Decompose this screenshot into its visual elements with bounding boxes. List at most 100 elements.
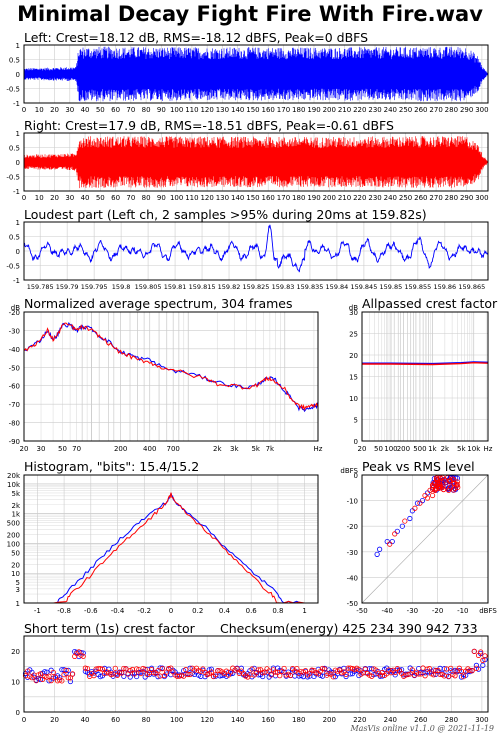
scatter-point [467, 667, 473, 673]
scatter-point [249, 666, 255, 672]
y-tick-label: 0 [16, 709, 20, 717]
y-tick-label: -0.5 [6, 174, 20, 182]
x-tick-label: 5k [457, 445, 466, 453]
x-tick-label: 110 [185, 194, 198, 202]
x-tick-label: 500 [413, 445, 426, 453]
y-tick-label: -70 [9, 401, 20, 409]
scatter-point [424, 490, 431, 496]
scatter-point [343, 673, 349, 680]
x-tick-label: 110 [185, 106, 198, 114]
scatter-point [399, 523, 405, 529]
scatter-point [369, 673, 375, 679]
scatter-point [302, 667, 309, 674]
x-tick-label: 20 [50, 716, 59, 724]
scatter-point [84, 666, 91, 672]
scatter-point [61, 672, 67, 678]
x-tick-label: 80 [142, 716, 151, 724]
scatter-point [451, 487, 457, 493]
x-tick-label: 190 [307, 194, 320, 202]
x-tick-label: 159.795 [81, 283, 108, 291]
y-tick-label: 0 [354, 472, 358, 480]
x-tick-label: 290 [460, 194, 473, 202]
x-tick-label: 7k [266, 445, 275, 453]
x-tick-label: -0.4 [111, 607, 125, 615]
y-tick-label: 25 [349, 331, 358, 339]
x-tick-label: 250 [399, 194, 412, 202]
scatter-point [446, 673, 452, 680]
allpass-title: Allpassed crest factor [362, 296, 498, 311]
x-tick-label: 90 [157, 194, 166, 202]
scatter-point [82, 665, 88, 671]
x-tick-label: 260 [414, 194, 427, 202]
histogram-frame [23, 474, 319, 604]
y-axis-label: dBFS [340, 467, 358, 475]
scatter-point [67, 678, 74, 685]
scatter-point [138, 670, 144, 677]
scatter-point [151, 670, 157, 676]
scatter-point [418, 671, 424, 677]
y-tick-label: 100 [7, 540, 20, 548]
x-tick-label: 159.79 [56, 283, 79, 291]
x-tick-label: 180 [292, 716, 305, 724]
x-tick-label: 160 [262, 194, 275, 202]
peak-rms-title: Peak vs RMS level [362, 459, 475, 474]
scatter-point [116, 670, 123, 676]
y-tick-label: 0.5 [9, 234, 20, 242]
scatter-point [433, 667, 439, 674]
x-tick-label: 20 [50, 194, 59, 202]
x-tick-label: 120 [200, 716, 213, 724]
scatter-point [97, 666, 103, 672]
scatter-point [448, 665, 454, 671]
x-tick-label: 130 [216, 106, 229, 114]
left-waveform-title: Left: Crest=18.12 dB, RMS=-18.12 dBFS, P… [24, 30, 369, 45]
y-tick-label: 2k [11, 502, 20, 510]
x-tick-label: 300 [475, 106, 488, 114]
page-title: Minimal Decay Fight Fire With Fire.wav [17, 2, 483, 26]
scatter-point [482, 653, 488, 659]
x-tick-label: 120 [200, 106, 213, 114]
x-tick-label: -0.8 [57, 607, 71, 615]
x-tick-label: 250 [399, 106, 412, 114]
x-tick-label: 140 [231, 106, 244, 114]
scatter-point [441, 666, 447, 672]
scatter-point [412, 505, 418, 511]
scatter-point [435, 667, 441, 673]
scatter-point [431, 483, 437, 489]
x-tick-label: 190 [307, 106, 320, 114]
scatter-point [208, 666, 215, 672]
x-tick-label: 3k [230, 445, 239, 453]
y-tick-label: -90 [9, 438, 20, 446]
scatter-point [281, 665, 287, 672]
x-tick-label: 50 [58, 445, 67, 453]
x-tick-label: -20 [432, 607, 443, 615]
loudest-part-frame [23, 221, 489, 281]
x-tick-label: 120 [200, 194, 213, 202]
scatter-point [414, 500, 421, 506]
scatter-point [356, 666, 362, 673]
scatter-point [429, 492, 436, 499]
x-tick-label: 0.6 [246, 607, 258, 615]
x-tick-label: 220 [353, 194, 366, 202]
scatter-point [69, 671, 76, 677]
scatter-point [431, 672, 437, 678]
scatter-point [431, 480, 437, 486]
x-tick-label: 159.785 [27, 283, 54, 291]
x-tick-label: 400 [143, 445, 156, 453]
x-tick-label: 210 [338, 106, 351, 114]
scatter-point [50, 669, 56, 676]
y-tick-label: -80 [9, 420, 20, 428]
scatter-point [426, 666, 432, 672]
x-tick-label: 50 [96, 194, 105, 202]
x-tick-label: 220 [353, 716, 366, 724]
scatter-point [268, 672, 274, 678]
x-tick-label: 0.8 [272, 607, 283, 615]
scatter-point [166, 666, 172, 672]
x-tick-label: 50 [96, 106, 105, 114]
scatter-point [99, 666, 106, 672]
x-tick-label: 200 [323, 106, 336, 114]
scatter-point [48, 678, 54, 684]
x-tick-label: 270 [429, 106, 442, 114]
x-tick-label: 180 [292, 106, 305, 114]
right-waveform-title: Right: Crest=17.9 dB, RMS=-18.51 dBFS, P… [24, 118, 394, 133]
